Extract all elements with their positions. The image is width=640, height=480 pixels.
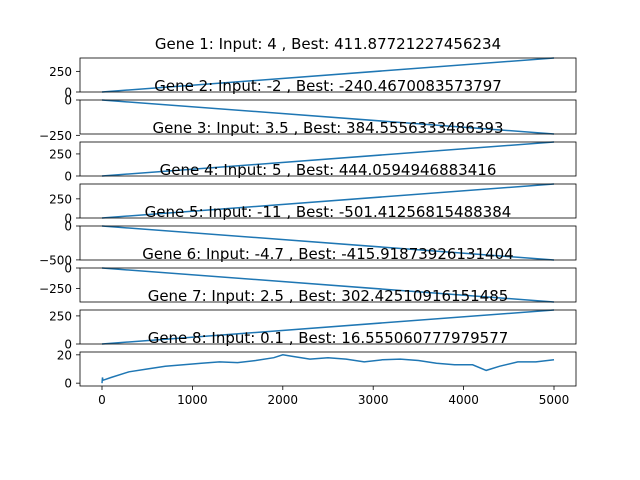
- subplot-title-3: Gene 3: Input: 3.5 , Best: 384.555633348…: [152, 119, 503, 137]
- subplot-title-2: Gene 2: Input: -2 , Best: -240.467008357…: [154, 77, 502, 95]
- x-tick-label-1: 1000: [177, 393, 208, 407]
- y-tick-label-8-1: 20: [57, 348, 72, 362]
- series-line-6: [101, 267, 555, 303]
- axes-frame-8: [79, 351, 577, 387]
- subplot-8: 0 20 0 1000 2000 3000 4000 5000: [57, 348, 577, 407]
- axes-frame-1: [79, 57, 577, 93]
- axes-frame-5: [79, 225, 577, 261]
- x-tick-label-2: 2000: [268, 393, 299, 407]
- subplot-title-5: Gene 5: Input: -11 , Best: -501.41256815…: [145, 203, 512, 221]
- x-tick-label-5: 5000: [539, 393, 570, 407]
- y-tick-label-8-0: 0: [64, 377, 72, 391]
- y-tick-label-1-1: 250: [49, 65, 72, 79]
- series-line-4: [101, 183, 555, 219]
- y-tick-label-2-0: −250: [39, 129, 72, 143]
- y-tick-label-6-1: 0: [64, 262, 72, 276]
- subplot-title-8: Gene 8: Input: 0.1 , Best: 16.5550607779…: [148, 329, 509, 347]
- subplot-6: −250 0: [39, 262, 577, 303]
- series-line-3: [101, 141, 555, 177]
- y-tick-label-3-1: 250: [49, 147, 72, 161]
- y-tick-label-2-1: 0: [64, 94, 72, 108]
- subplot-title-6: Gene 6: Input: -4.7 , Best: -415.9187392…: [142, 245, 513, 263]
- series-line-5: [101, 225, 555, 261]
- x-tick-label-0: 0: [98, 393, 106, 407]
- axes-frame-7: [79, 309, 577, 345]
- subplot-title-1: Gene 1: Input: 4 , Best: 411.87721227456…: [155, 35, 501, 53]
- x-tick-label-4: 4000: [448, 393, 479, 407]
- series-line-7: [101, 309, 555, 345]
- y-tick-label-5-0: −500: [39, 253, 72, 267]
- series-line-1: [101, 57, 555, 93]
- y-tick-label-7-0: 0: [64, 338, 72, 352]
- y-tick-label-7-1: 250: [49, 309, 72, 323]
- subplot-7: 0 250: [49, 309, 577, 352]
- y-tick-label-6-0: −250: [39, 282, 72, 296]
- series-line-8: [101, 354, 555, 384]
- subplot-1: 0 250: [49, 57, 577, 100]
- x-tick-label-3: 3000: [358, 393, 389, 407]
- axes-frame-6: [79, 267, 577, 303]
- series-line-2: [101, 99, 555, 135]
- subplot-5: −500 0: [39, 220, 577, 267]
- subplot-title-4: Gene 4: Input: 5 , Best: 444.05949468834…: [160, 161, 497, 179]
- y-tick-label-3-0: 0: [64, 170, 72, 184]
- axes-frame-2: [79, 99, 577, 135]
- axes-frame-3: [79, 141, 577, 177]
- y-tick-label-5-1: 0: [64, 220, 72, 234]
- y-tick-label-4-1: 250: [49, 192, 72, 206]
- y-tick-label-4-0: 0: [64, 212, 72, 226]
- axes-frame-4: [79, 183, 577, 219]
- subplot-title-7: Gene 7: Input: 2.5 , Best: 302.425109161…: [148, 287, 509, 305]
- y-tick-label-1-0: 0: [64, 86, 72, 100]
- subplot-2: −250 0: [39, 94, 577, 143]
- subplot-3: 0 250: [49, 141, 577, 184]
